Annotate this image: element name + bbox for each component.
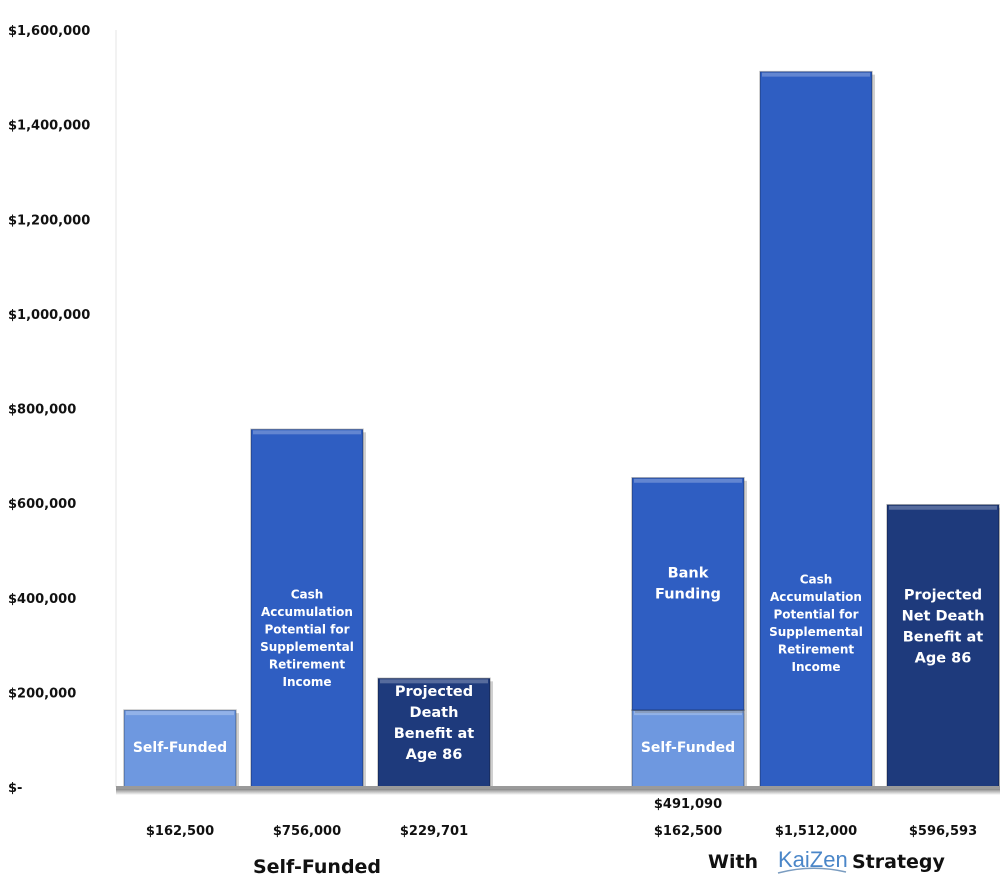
bar-highlight <box>889 505 997 510</box>
bar-label: Age 86 <box>406 747 463 763</box>
bar-highlight <box>634 478 742 483</box>
bar-segment <box>123 709 237 788</box>
bar-highlight <box>253 430 361 435</box>
bar-label: Cash <box>291 587 324 601</box>
value-label: $162,500 <box>654 824 722 839</box>
bar-label: Funding <box>655 586 721 602</box>
bar-segment <box>886 503 1000 788</box>
bar-highlight <box>634 711 742 716</box>
y-tick-label: $400,000 <box>8 592 76 607</box>
y-tick-label: $600,000 <box>8 497 76 512</box>
x-axis <box>116 786 1000 789</box>
y-tick-label: $800,000 <box>8 403 76 418</box>
bar-label: Accumulation <box>261 605 353 619</box>
value-label: $1,512,000 <box>775 824 857 839</box>
bar-label: Retirement <box>269 657 345 671</box>
bar-label: Self-Funded <box>133 740 227 756</box>
bar-label: Cash <box>800 572 833 586</box>
bar-label: Supplemental <box>260 640 354 654</box>
group-label-prefix: With <box>708 851 758 873</box>
bar-label: Potential for <box>773 607 858 621</box>
y-tick-label: $1,200,000 <box>8 213 90 228</box>
bar-highlight <box>762 72 870 77</box>
bar-label: Bank <box>668 565 709 581</box>
bar-label: Accumulation <box>770 590 862 604</box>
bar-label: Income <box>282 675 331 689</box>
bar-label: Self-Funded <box>641 740 735 756</box>
value-label: $596,593 <box>909 824 977 839</box>
bar-segment <box>631 477 745 711</box>
bar-segment <box>250 428 364 788</box>
value-label: $491,090 <box>654 797 722 812</box>
group-label: Self-Funded <box>253 856 381 878</box>
bar-label: Death <box>410 705 459 721</box>
bar-segment <box>759 70 873 788</box>
bar-label: Income <box>791 660 840 674</box>
group-label-suffix: Strategy <box>852 851 946 873</box>
bar-label: Projected <box>395 684 473 700</box>
bar-label: Retirement <box>778 642 854 656</box>
bar-label: Age 86 <box>915 650 972 666</box>
bar-label: Benefit at <box>394 726 475 742</box>
bar-label: Projected <box>904 587 982 603</box>
y-tick-label: $200,000 <box>8 686 76 701</box>
value-label: $229,701 <box>400 824 468 839</box>
y-tick-label: $1,000,000 <box>8 308 90 323</box>
y-tick-label: $- <box>8 781 22 796</box>
bar-highlight <box>380 679 488 684</box>
value-label: $162,500 <box>146 824 214 839</box>
value-label: $756,000 <box>273 824 341 839</box>
bar-highlight <box>126 711 234 716</box>
x-axis-shadow <box>116 789 1000 795</box>
bar-label: Potential for <box>264 622 349 636</box>
y-tick-label: $1,600,000 <box>8 24 90 39</box>
kaizen-logo: KaiZen <box>777 847 848 874</box>
bar-label: Supplemental <box>769 625 863 639</box>
y-tick-label: $1,400,000 <box>8 119 90 134</box>
bar-label: Net Death <box>902 608 985 624</box>
bar-label: Benefit at <box>903 629 984 645</box>
